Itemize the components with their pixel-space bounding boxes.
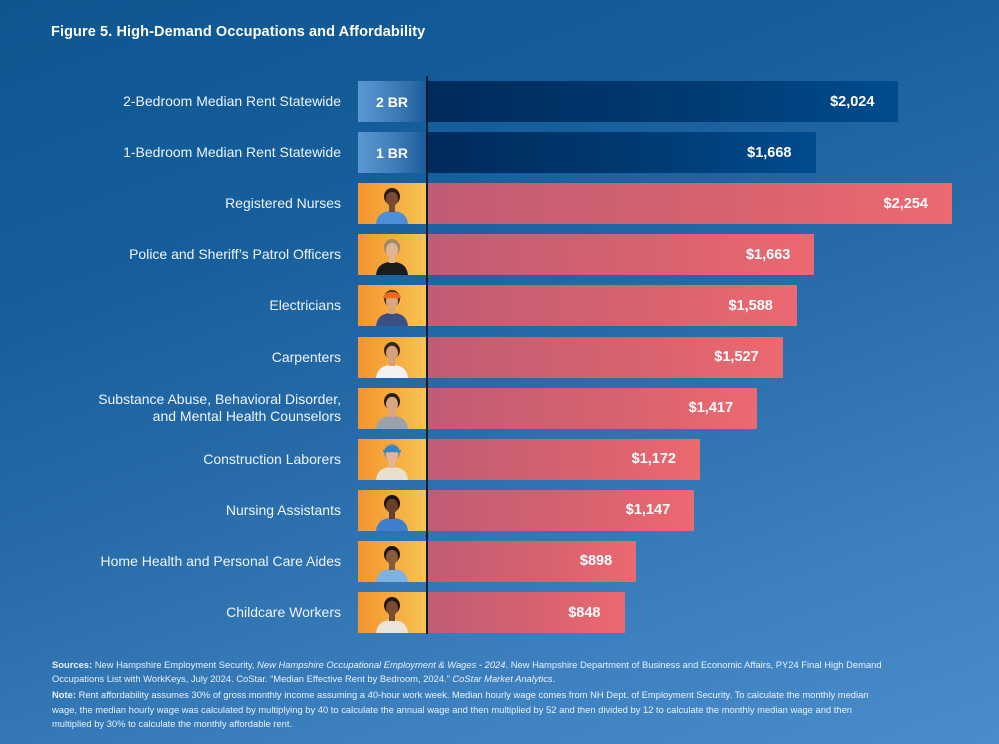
occupation-photo-tile [358, 438, 426, 480]
occupation-bar: $1,417 [427, 387, 758, 429]
chart-row: Registered Nurses $2,254 [0, 183, 999, 225]
category-label-line: 2-Bedroom Median Rent Statewide [123, 93, 341, 109]
chart-row: Home Health and Personal Care Aides $898 [0, 540, 999, 582]
category-label: 1-Bedroom Median Rent Statewide [123, 132, 341, 173]
bedroom-tile: 2 BR [358, 81, 426, 122]
occupation-photo-tile [358, 592, 426, 633]
axis-baseline [426, 76, 428, 634]
category-label-line: Registered Nurses [225, 195, 341, 212]
sources-text-segment: . [552, 673, 556, 685]
bar-value-label: $1,527 [714, 349, 759, 365]
bar-value-label: $1,663 [745, 246, 791, 263]
bar-value-label: $2,024 [830, 93, 875, 110]
category-label: Substance Abuse, Behavioral Disorder, and… [98, 388, 341, 429]
occupation-photo-tile [358, 285, 426, 327]
occupation-bar: $848 [427, 592, 625, 633]
occupation-bar: $898 [427, 540, 637, 582]
chart-row: Childcare Workers $848 [0, 592, 999, 633]
figure-title: Figure 5. High-Demand Occupations and Af… [51, 24, 426, 40]
bar-value-label: $1,588 [728, 297, 773, 314]
sources-text: Sources: New Hampshire Employment Securi… [52, 658, 892, 686]
category-label-line: Police and Sheriff’s Patrol Officers [129, 246, 341, 263]
occupation-photo-tile [358, 183, 426, 225]
counselor-photo-icon [372, 388, 412, 429]
construction-laborer-photo-icon [372, 439, 412, 480]
chart-row: Police and Sheriff’s Patrol Officers $1,6… [0, 234, 999, 276]
category-label-line: Carpenters [271, 348, 341, 365]
bar-value-label: $1,668 [747, 144, 792, 161]
home-health-aide-photo-icon [372, 541, 412, 582]
bedroom-tile-label: 2 BR [376, 93, 408, 110]
note-body: Rent affordability assumes 30% of gross … [52, 689, 869, 729]
bar-value-label: $1,417 [688, 400, 734, 417]
category-label: Carpenters [272, 337, 341, 378]
category-label: Childcare Workers [226, 592, 341, 633]
category-label-line: and Mental Health Counselors [152, 408, 341, 425]
rent-bar: $2,024 [427, 81, 899, 122]
occupation-photo-tile [358, 234, 426, 276]
childcare-worker-photo-icon [372, 592, 412, 633]
bedroom-tile-label: 1 BR [376, 144, 408, 161]
sources-text-segment: . New Hampshire Department of Business a… [52, 659, 882, 685]
nurse-photo-icon [372, 183, 412, 225]
category-label: Electricians [269, 285, 341, 326]
category-label-line: Childcare Workers [226, 604, 341, 620]
occupation-photo-tile [358, 336, 426, 378]
sources-label: Sources: [52, 659, 93, 670]
note-text: Note: Rent affordability assumes 30% of … [52, 688, 892, 731]
category-label-line: Home Health and Personal Care Aides [100, 552, 341, 569]
sources-body: New Hampshire Employment Security, New H… [52, 659, 882, 684]
occupation-photo-tile [358, 387, 426, 429]
chart-row: 1-Bedroom Median Rent Statewide 1 BR $1,66… [0, 132, 999, 174]
category-label-line: Electricians [269, 297, 341, 314]
occupation-bar: $1,527 [427, 336, 783, 378]
rent-bar: $1,668 [427, 132, 816, 174]
chart-row: Electricians $1,588 [0, 285, 999, 327]
category-label: Registered Nurses [225, 183, 341, 224]
police-officer-photo-icon [372, 234, 412, 276]
category-label-line: Construction Laborers [203, 450, 341, 467]
occupation-bar: $1,663 [427, 234, 815, 276]
chart-row: Construction Laborers $1,172 [0, 438, 999, 480]
bar-value-label: $898 [579, 553, 613, 570]
nursing-assistant-photo-icon [372, 490, 412, 531]
category-label: 2-Bedroom Median Rent Statewide [123, 81, 341, 122]
category-label-line: 1-Bedroom Median Rent Statewide [123, 144, 341, 161]
bedroom-tile: 1 BR [358, 132, 426, 174]
category-label-line: Substance Abuse, Behavioral Disorder, [98, 391, 341, 408]
carpenter-photo-icon [372, 337, 412, 378]
category-label: Nursing Assistants [226, 490, 341, 531]
electrician-photo-icon [372, 285, 412, 327]
occupation-bar: $1,172 [427, 438, 700, 480]
bar-value-label: $1,147 [625, 502, 671, 519]
bar-value-label: $2,254 [883, 195, 928, 212]
sources-publication-title: New Hampshire Occupational Employment & … [257, 659, 506, 670]
occupation-photo-tile [358, 489, 426, 531]
occupation-bar: $1,588 [427, 285, 797, 327]
category-label: Construction Laborers [203, 439, 341, 480]
occupation-bar: $1,147 [427, 489, 695, 531]
category-label: Police and Sheriff’s Patrol Officers [129, 234, 341, 275]
footer-notes: Sources: New Hampshire Employment Securi… [52, 658, 892, 733]
sources-publication-title: CoStar Market Analytics [452, 673, 553, 685]
occupation-bar: $2,254 [427, 183, 952, 225]
chart-row: Carpenters $1,527 [0, 336, 999, 378]
chart-row: Substance Abuse, Behavioral Disorder, and… [0, 387, 999, 429]
occupation-photo-tile [358, 540, 426, 582]
chart-row: Nursing Assistants $1,147 [0, 489, 999, 531]
category-label-line: Nursing Assistants [225, 501, 341, 518]
sources-text-segment: New Hampshire Employment Security, [92, 659, 258, 670]
bar-value-label: $1,172 [631, 451, 676, 468]
bar-value-label: $848 [568, 604, 601, 621]
category-label: Home Health and Personal Care Aides [101, 541, 341, 582]
note-label: Note: [52, 689, 76, 701]
chart-row: 2-Bedroom Median Rent Statewide 2 BR $2,02… [0, 81, 999, 122]
